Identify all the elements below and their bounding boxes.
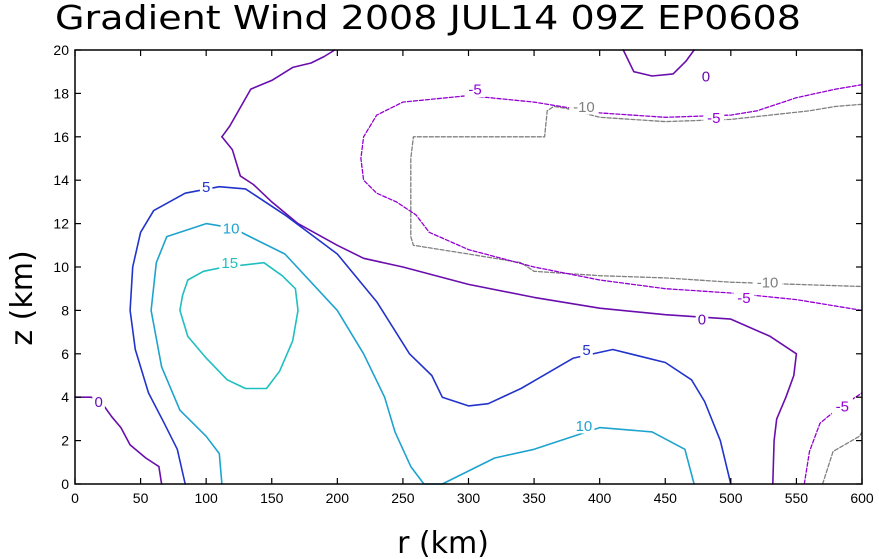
chart-title: Gradient Wind 2008 JUL14 09Z EP0608 [55,0,801,37]
contour-label-5: 10 [223,220,240,237]
contour-label-bg-12 [831,397,853,414]
axis-ticks: 0 50 100 150 200 250 300 350 400 450 500 550 6000246… [53,42,873,506]
x-tick-label-9: 450 [654,490,678,506]
y-tick-label-2: 4 [61,389,69,405]
y-tick-label-4: 8 [61,302,69,318]
contour-line-level-neg10-0 [410,103,863,288]
x-tick-label-1: 50 [133,490,149,506]
contour-line-level-15-0 [179,261,299,390]
x-tick-label-2: 100 [194,490,218,506]
contour-label-bg-7 [752,274,783,291]
contour-label-bg-8 [733,289,755,306]
x-tick-label-7: 350 [522,490,546,506]
contour-label-6: 15 [221,255,238,272]
x-tick-label-8: 400 [588,490,612,506]
plot-frame [74,49,863,485]
contour-line-level-10-0 [150,222,695,485]
contour-label-11: 0 [94,394,102,411]
y-tick-label-0: 0 [61,476,69,492]
contour-label-bg-4 [199,178,213,195]
x-tick-label-4: 200 [326,490,350,506]
contour-label-bg-13 [573,417,595,434]
x-tick-label-10: 500 [719,490,743,506]
contour-line-level-0-2 [221,136,798,485]
contour-label-0: -5 [468,82,481,99]
contour-label-bg-11 [92,393,105,410]
x-tick-label-0: 0 [71,490,79,506]
contour-label-9: 0 [698,312,706,329]
contour-lines [74,49,863,485]
contour-line-level-0-1 [622,49,695,77]
contour-line-level-5-0 [129,185,732,485]
y-tick-label-9: 18 [53,85,69,101]
x-tick-label-6: 300 [457,490,481,506]
x-tick-label-12: 600 [850,490,874,506]
y-axis-label: z (km) [5,250,40,345]
x-tick-label-3: 150 [260,490,284,506]
contour-line-level-neg5-0 [360,84,863,312]
contour-label-bg-6 [219,254,241,271]
contour-label-bg-5 [220,219,242,236]
contour-label-bg-9 [695,311,709,328]
y-tick-label-7: 14 [53,172,69,188]
contour-label-3: -5 [707,110,720,127]
y-tick-label-6: 12 [53,216,69,232]
contour-label-13: 10 [576,418,593,435]
contour-label-10: 5 [582,342,590,359]
contour-label-bg-1 [569,98,599,115]
contour-line-level-0-0 [221,49,336,138]
y-tick-label-5: 10 [53,259,69,275]
contour-label-bg-2 [699,68,713,85]
y-tick-label-1: 2 [61,433,69,449]
contour-label-7: -10 [757,275,779,292]
contour-line-level-neg10-1 [821,431,863,485]
contour-labels: -5 -10 0 -5 5 10 15 -10 -5 0 5 0 -5 10 [92,68,853,435]
y-tick-label-8: 16 [53,129,69,145]
contour-label-12: -5 [836,398,849,415]
x-axis-label: r (km) [397,526,489,559]
y-tick-label-10: 20 [53,42,69,58]
x-tick-label-11: 550 [785,490,809,506]
contour-label-2: 0 [702,69,710,86]
contour-label-8: -5 [737,290,750,307]
x-tick-label-5: 250 [391,490,415,506]
contour-label-1: -10 [573,99,595,116]
contour-label-4: 5 [202,179,210,196]
contour-label-bg-10 [580,341,593,358]
contour-label-bg-3 [703,109,725,126]
contour-label-bg-0 [464,81,486,98]
y-tick-label-3: 6 [61,346,69,362]
contour-line-level-0-3 [74,396,163,485]
